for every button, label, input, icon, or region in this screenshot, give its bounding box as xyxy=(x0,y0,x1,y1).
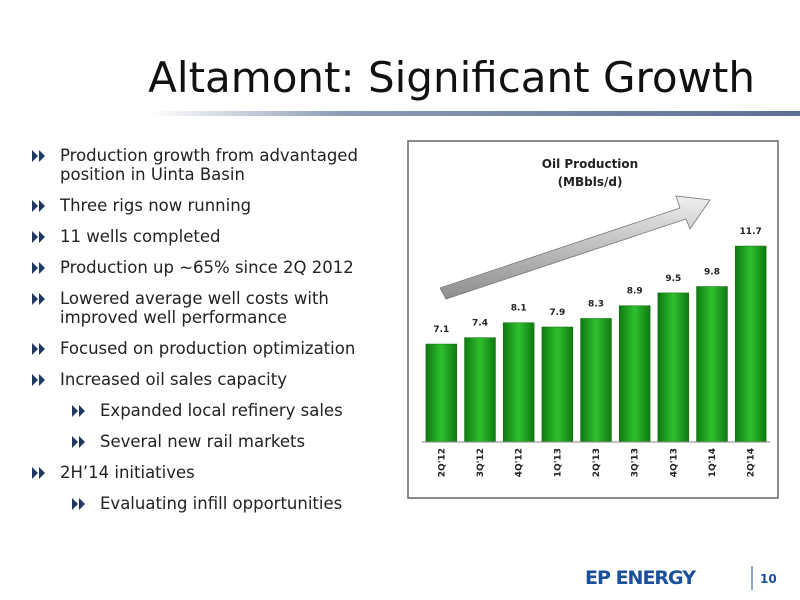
bullet: 11 wells completed xyxy=(32,227,372,246)
bullet-text: 2H’14 initiatives xyxy=(60,463,195,482)
x-tick-label: 2Q'14 xyxy=(747,448,757,477)
value-label: 7.1 xyxy=(433,325,449,335)
sub-bullet: Evaluating infill opportunities xyxy=(72,494,372,513)
bar xyxy=(618,305,651,443)
bullet-icon xyxy=(32,200,45,212)
bar xyxy=(580,318,612,443)
bullet-text: Evaluating infill opportunities xyxy=(100,494,343,513)
value-label: 7.4 xyxy=(472,319,488,329)
value-label: 11.7 xyxy=(740,227,762,237)
value-label: 8.3 xyxy=(588,299,604,309)
bullet-list: Production growth from advantaged positi… xyxy=(32,146,372,525)
bullet-icon xyxy=(32,150,45,162)
bullet-icon xyxy=(72,498,85,510)
bar xyxy=(464,337,496,443)
bullet: Three rigs now running xyxy=(32,196,372,215)
bar xyxy=(734,245,767,443)
title-rule xyxy=(150,111,800,116)
x-tick-label: 3Q'13 xyxy=(631,448,641,477)
value-label: 8.1 xyxy=(511,304,527,314)
bullet-icon xyxy=(32,343,45,355)
bar xyxy=(502,322,535,443)
bullet-icon xyxy=(32,293,45,305)
bullet-text: Production growth from advantaged positi… xyxy=(60,146,358,184)
bullet-icon xyxy=(72,405,85,417)
bullet-icon xyxy=(32,374,45,386)
bullet: Increased oil sales capacity xyxy=(32,370,372,389)
bullet-icon xyxy=(32,262,45,274)
x-tick-label: 4Q'13 xyxy=(669,448,679,477)
bullet: Focused on production optimization xyxy=(32,339,372,358)
bar xyxy=(657,292,690,443)
bullet: Lowered average well costs with improved… xyxy=(32,289,372,327)
x-tick-label: 1Q'13 xyxy=(553,448,563,477)
bullet: 2H’14 initiatives xyxy=(32,463,372,482)
chart: 7.1 2Q'12 7.4 3Q'12 8.1 4Q'12 7.9 1Q'13 8.3 2Q'13… xyxy=(422,227,770,477)
x-tick-label: 4Q'12 xyxy=(515,448,525,477)
slide-title: Altamont: Significant Growth xyxy=(148,53,755,102)
bullet-text: Expanded local refinery sales xyxy=(100,401,343,420)
bullet-icon xyxy=(32,231,45,243)
bar xyxy=(696,286,728,443)
bullet: Production up ~65% since 2Q 2012 xyxy=(32,258,372,277)
bullet-icon xyxy=(72,436,85,448)
bullet-text: Lowered average well costs with improved… xyxy=(60,289,329,327)
bullet-text: 11 wells completed xyxy=(60,227,221,246)
x-tick-label: 2Q'13 xyxy=(592,448,602,477)
bullet-text: Several new rail markets xyxy=(100,432,306,451)
chart-subtitle: (MBbls/d) xyxy=(558,175,623,189)
x-tick-label: 1Q'14 xyxy=(708,448,718,477)
footer-logo: EP ENERGY xyxy=(585,567,696,589)
sub-bullet: Expanded local refinery sales xyxy=(72,401,372,420)
page-number: 10 xyxy=(760,572,777,586)
value-label: 9.5 xyxy=(665,274,681,284)
bullet-text: Focused on production optimization xyxy=(60,339,356,358)
bullet-icon xyxy=(32,467,45,479)
x-tick-label: 3Q'12 xyxy=(476,448,486,477)
bullet: Production growth from advantaged positi… xyxy=(32,146,372,184)
bullet-text: Three rigs now running xyxy=(60,196,252,215)
x-tick-label: 2Q'12 xyxy=(437,448,447,477)
growth-arrow xyxy=(439,195,711,300)
bullet-text: Increased oil sales capacity xyxy=(60,370,287,389)
value-label: 9.8 xyxy=(704,268,720,278)
value-label: 7.9 xyxy=(549,308,565,318)
sub-bullet: Several new rail markets xyxy=(72,432,372,451)
value-label: 8.9 xyxy=(627,287,643,297)
bar xyxy=(541,326,574,443)
chart-title: Oil Production xyxy=(542,157,638,171)
bar xyxy=(425,343,458,443)
bullet-text: Production up ~65% since 2Q 2012 xyxy=(60,258,354,277)
